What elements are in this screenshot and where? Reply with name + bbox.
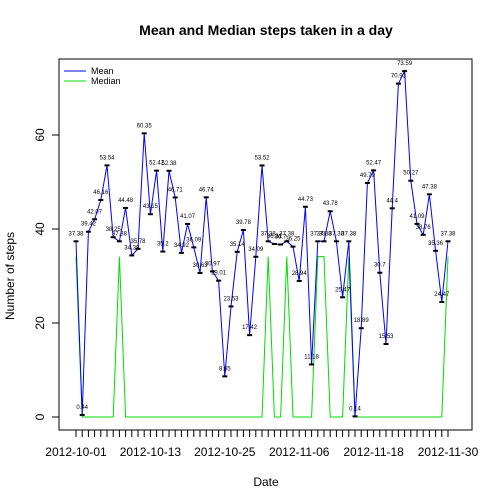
mean-data-label: 46.16	[93, 190, 109, 196]
mean-data-label: 35.36	[428, 241, 444, 247]
mean-data-label: 53.52	[254, 155, 270, 161]
mean-data-label: 70.93	[391, 74, 407, 80]
mean-data-label: 0.14	[349, 406, 361, 412]
mean-data-label: 37.38	[261, 231, 277, 237]
y-tick-label: 0	[33, 413, 47, 420]
y-tick-label: 60	[33, 128, 47, 142]
mean-data-label: 37.38	[341, 231, 357, 237]
mean-data-label: 60.35	[137, 123, 153, 129]
mean-data-label: 35.2	[157, 242, 169, 248]
mean-data-label: 41.09	[409, 214, 425, 220]
y-tick-label: 20	[33, 316, 47, 330]
mean-data-label: 37.38	[316, 231, 332, 237]
mean-data-label: 23.53	[223, 296, 239, 302]
mean-data-label: 44.73	[298, 197, 314, 203]
mean-data-label: 73.59	[397, 61, 413, 67]
mean-data-label: 34.92	[174, 243, 190, 249]
y-tick-label: 40	[33, 222, 47, 236]
mean-data-label: 0.44	[76, 405, 88, 411]
x-tick-label: 2012-11-30	[418, 445, 479, 459]
mean-data-label: 37.38	[68, 231, 84, 237]
mean-data-label: 43.78	[323, 201, 339, 207]
mean-data-label: 36.25	[285, 237, 301, 243]
mean-data-label: 8.65	[219, 366, 231, 372]
legend: Mean Median	[64, 66, 121, 86]
plot-frame	[58, 58, 473, 431]
series-layer	[73, 69, 451, 418]
x-tick-label: 2012-10-13	[120, 445, 182, 459]
mean-data-label: 53.54	[99, 155, 115, 161]
x-tick-label: 2012-11-06	[269, 445, 330, 459]
mean-data-label: 38.76	[416, 225, 432, 231]
mean-data-label: 37.38	[279, 231, 295, 237]
legend-mean-label: Mean	[91, 66, 114, 76]
mean-data-label: 52.38	[161, 161, 177, 167]
mean-data-label: 44.4	[386, 198, 398, 204]
mean-data-label: 41.07	[180, 214, 196, 220]
mean-data-label: 37.38	[310, 231, 326, 237]
mean-data-label: 39.42	[81, 222, 97, 228]
x-tick-label: 2012-11-18	[343, 445, 404, 459]
mean-data-label: 52.42	[149, 161, 165, 167]
mean-data-label: 30.63	[192, 263, 208, 269]
mean-data-label: 11.18	[304, 354, 319, 360]
chart-title: Mean and Median steps taken in a day	[139, 22, 393, 38]
mean-data-label: 24.47	[434, 292, 450, 298]
data-labels: 37.380.4439.4242.0746.1653.5438.2537.384…	[68, 61, 456, 412]
mean-data-label: 30.7	[374, 263, 386, 269]
mean-data-label: 42.07	[87, 209, 103, 215]
x-tick-label: 2012-10-25	[194, 445, 256, 459]
mean-data-label: 37.38	[112, 231, 128, 237]
mean-data-label: 38.25	[106, 227, 122, 233]
mean-data-label: 35.14	[230, 242, 246, 248]
mean-data-label: 46.71	[168, 187, 184, 193]
mean-data-label: 44.48	[118, 198, 134, 204]
mean-data-label: 36.7	[275, 235, 287, 241]
x-tick-label: 2012-10-01	[45, 445, 107, 459]
mean-data-label: 43.15	[143, 204, 159, 210]
mean-data-label: 47.38	[422, 184, 438, 190]
mean-data-label: 17.42	[242, 325, 258, 331]
mean-data-label: 36.81	[267, 234, 283, 240]
mean-data-label: 49.79	[360, 173, 376, 179]
legend-median-label: Median	[91, 76, 121, 86]
mean-data-label: 18.89	[354, 318, 370, 324]
y-axis-label: Number of steps	[3, 232, 17, 320]
mean-data-label: 37.38	[440, 231, 456, 237]
mean-data-label: 52.47	[366, 160, 382, 166]
mean-data-label: 46.74	[199, 187, 215, 193]
mean-data-label: 30.97	[205, 261, 221, 267]
mean-data-label: 39.78	[236, 220, 252, 226]
mean-data-label: 50.27	[403, 171, 419, 177]
x-axis: 2012-10-01 2012-10-13 2012-10-25 2012-11-06…	[45, 429, 479, 459]
mean-data-label: 37.38	[329, 231, 345, 237]
mean-data-label: 25.47	[335, 287, 351, 293]
x-axis-label: Date	[253, 475, 279, 489]
mean-data-label: 28.94	[292, 271, 308, 277]
mean-data-label: 36.09	[186, 237, 202, 243]
mean-data-label: 15.53	[378, 334, 394, 340]
series-line-median	[75, 256, 449, 418]
mean-data-label: 34.38	[124, 245, 140, 251]
mean-data-label: 34.09	[248, 247, 264, 253]
mean-data-label: 29.01	[211, 271, 227, 277]
mean-data-label: 35.78	[130, 239, 146, 245]
y-axis: 0 20 40 60	[33, 128, 60, 420]
